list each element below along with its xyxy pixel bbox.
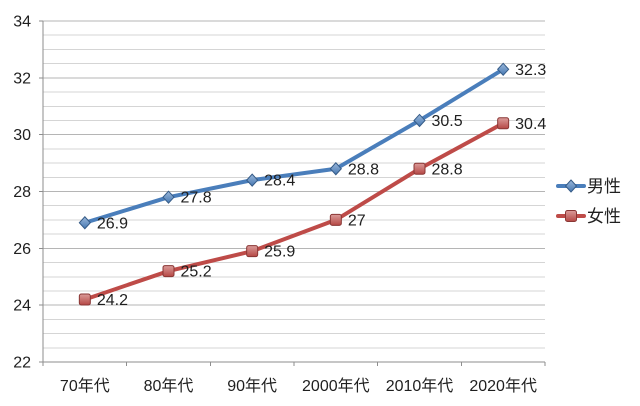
- series-female-data-label: 27: [348, 212, 366, 229]
- x-axis-tick-label: 2020年代: [469, 377, 537, 395]
- series-male-data-label: 27.8: [181, 190, 212, 207]
- y-axis-tick-label: 34: [13, 14, 31, 31]
- series-female-data-label: 25.2: [181, 264, 212, 281]
- legend-item-female: 女性: [556, 207, 621, 226]
- series-female-marker: [162, 265, 175, 278]
- series-female-data-label: 28.8: [432, 161, 463, 178]
- y-axis-tick-label: 26: [13, 241, 31, 258]
- series-female-data-label: 30.4: [515, 116, 546, 133]
- series-male-marker: [162, 190, 175, 204]
- series-male-data-label: 26.9: [97, 215, 128, 232]
- legend-male-label: 男性: [587, 177, 621, 196]
- legend-female-marker: [565, 210, 577, 222]
- x-axis-tick-label: 80年代: [144, 377, 194, 395]
- series-female-marker: [246, 245, 259, 258]
- y-axis-tick-label: 28: [13, 184, 31, 201]
- series-male-line: [82, 67, 506, 225]
- y-axis-tick-label: 30: [13, 127, 31, 144]
- series-female-marker: [329, 213, 342, 226]
- series-male-marker: [245, 173, 259, 187]
- series-male-data-label: 32.3: [515, 62, 546, 79]
- series-female-marker: [497, 117, 510, 130]
- series-male-marker: [78, 216, 92, 230]
- y-axis-tick-label: 22: [13, 355, 31, 372]
- series-male-data-label: 30.5: [432, 113, 463, 130]
- series-female-line: [82, 121, 506, 302]
- legend-female-label: 女性: [587, 207, 621, 226]
- series-female-marker: [413, 162, 426, 175]
- x-axis-tick-label: 90年代: [227, 377, 277, 395]
- series-male-data-label: 28.8: [348, 161, 379, 178]
- series-female-marker: [78, 293, 91, 306]
- series-female-data-label: 24.2: [97, 292, 128, 309]
- legend-male-marker: [564, 179, 578, 193]
- series-male-data-label: 28.4: [264, 173, 295, 190]
- series-male-marker: [329, 162, 343, 176]
- x-axis-tick-label: 2010年代: [386, 377, 454, 395]
- x-axis-tick-label: 2000年代: [302, 377, 370, 395]
- legend-item-male: 男性: [556, 177, 621, 196]
- series-male-marker: [413, 113, 426, 128]
- y-axis-tick-label: 24: [13, 298, 31, 315]
- series-male-marker: [496, 62, 510, 77]
- x-axis-tick-label: 70年代: [60, 377, 110, 395]
- y-axis-tick-label: 32: [13, 70, 31, 87]
- series-female-data-label: 25.9: [264, 244, 295, 261]
